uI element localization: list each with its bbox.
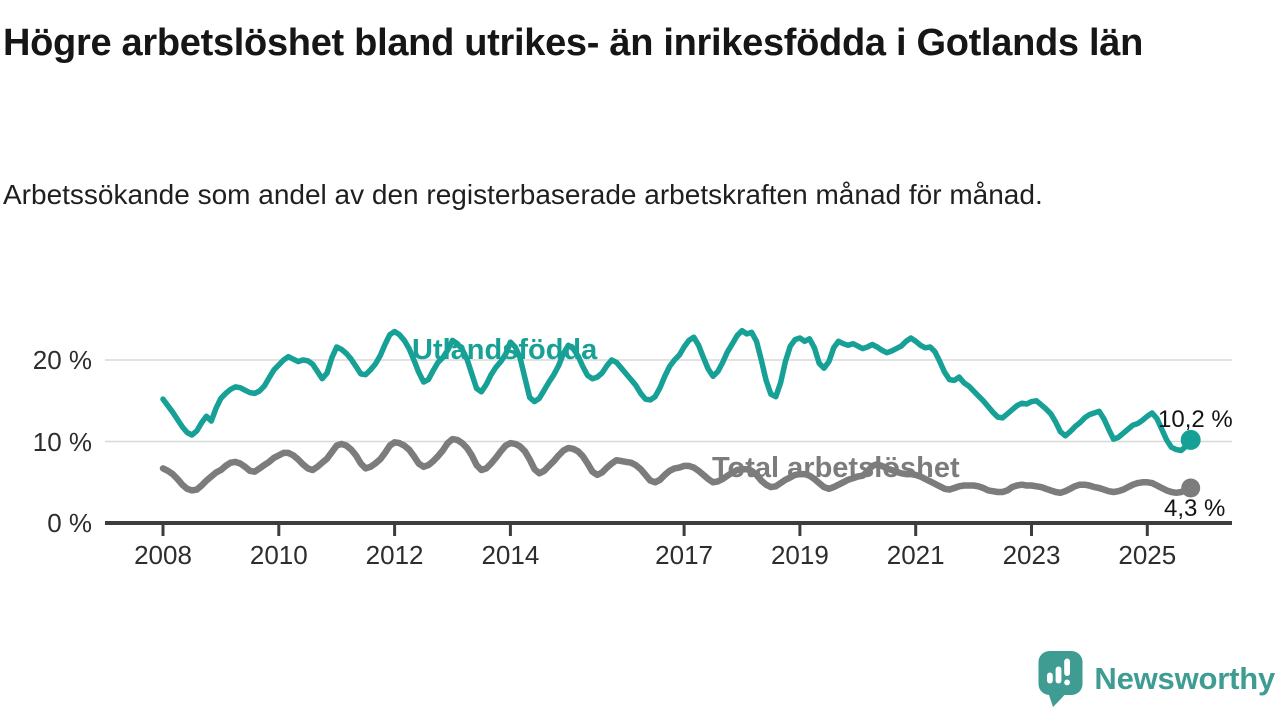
y-tick-label-0: 0 % — [47, 508, 92, 538]
end-value-label-utlandsfodda: 10,2 % — [1158, 406, 1233, 433]
newsworthy-logo-icon — [1038, 651, 1083, 707]
series-label-utlandsfodda: Utlandsfödda — [412, 334, 598, 366]
x-tick-label-2010: 2010 — [249, 540, 308, 570]
x-tick-label-2012: 2012 — [365, 540, 424, 570]
series-label-total-arbetsloshet: Total arbetslöshet — [712, 452, 960, 484]
page-title: Högre arbetslöshet bland utrikes- än inr… — [3, 22, 1144, 64]
x-tick-label-2023: 2023 — [1002, 540, 1061, 570]
end-dot-total — [1181, 478, 1201, 498]
x-tick-label-2025: 2025 — [1118, 540, 1177, 570]
line-total — [159, 435, 1194, 497]
x-tick-label-2014: 2014 — [481, 540, 540, 570]
chart-plot-area — [105, 327, 1232, 536]
end-value-label-total: 4,3 % — [1164, 495, 1226, 522]
line-chart: 0 % 10 % 20 % 2008 2010 2012 2014 2017 2019 2021… — [0, 300, 1280, 580]
x-tick-label-2019: 2019 — [770, 540, 829, 570]
y-tick-label-10: 10 % — [32, 426, 92, 457]
newsworthy-logo: Newsworthy — [1037, 650, 1275, 708]
x-tick-label-2017: 2017 — [655, 540, 714, 570]
x-tick-label-2008: 2008 — [134, 540, 192, 570]
end-dot-utlandsfodda — [1180, 429, 1201, 450]
newsworthy-logo-text: Newsworthy — [1094, 661, 1275, 696]
y-tick-label-20: 20 % — [32, 345, 92, 375]
page-subtitle: Arbetssökande som andel av den registerb… — [3, 179, 1043, 210]
line-utlandsfodda — [160, 327, 1194, 454]
x-tick-label-2021: 2021 — [886, 540, 945, 570]
